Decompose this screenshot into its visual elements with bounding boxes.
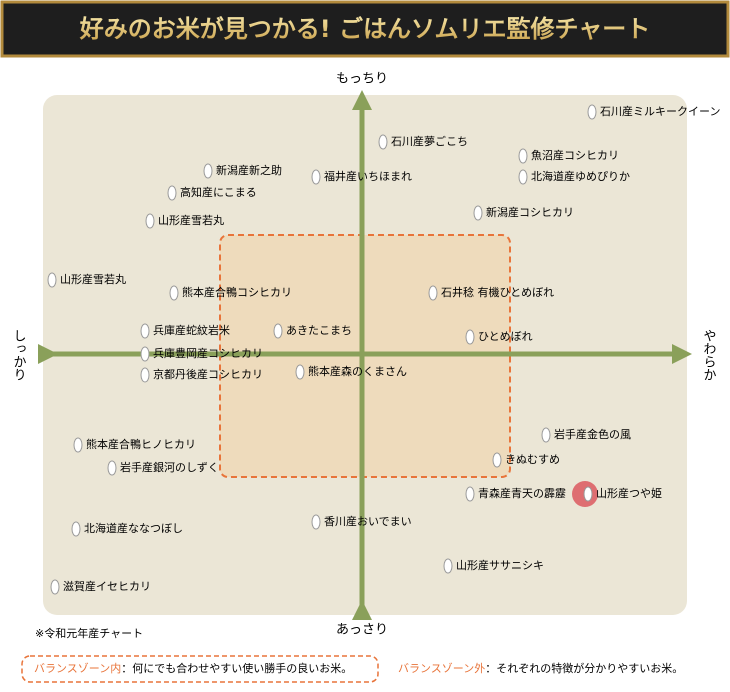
axis-label-bottom: あっさり bbox=[336, 623, 388, 638]
rice-grain bbox=[428, 285, 438, 301]
rice-grain bbox=[169, 285, 179, 301]
item-label: 高知産にこまる bbox=[180, 185, 257, 199]
title-bar bbox=[0, 0, 730, 58]
rice-grain bbox=[465, 329, 475, 345]
rice-grain bbox=[203, 163, 213, 179]
rice-grain bbox=[167, 185, 177, 201]
rice-grain bbox=[492, 452, 502, 468]
rice-grain bbox=[273, 323, 283, 339]
rice-grain bbox=[518, 148, 528, 164]
item-label: 新潟産コシヒカリ bbox=[486, 205, 574, 219]
item-label: 山形産ササニシキ bbox=[456, 559, 544, 572]
rice-grain bbox=[311, 169, 321, 185]
rice-grain bbox=[443, 558, 453, 574]
rice-grain bbox=[47, 272, 57, 288]
rice-grain bbox=[465, 486, 475, 502]
rice-grain bbox=[140, 367, 150, 383]
axis-label-left: しっかり bbox=[11, 329, 26, 381]
item-label: 石川産ミルキークイーン bbox=[600, 105, 720, 118]
rice-grain bbox=[73, 437, 83, 453]
axis-label-top: もっちり bbox=[336, 72, 388, 87]
note: ※令和元年産チャート bbox=[35, 626, 143, 640]
item-label: 山形産つや姫 bbox=[596, 486, 662, 500]
title: 好みのお米が見つかる! ごはんソムリエ監修チャート bbox=[79, 15, 651, 43]
rice-grain bbox=[518, 169, 528, 185]
legend-inside: バランスゾーン内：何にでも合わせやすい使い勝手の良いお米。 bbox=[34, 661, 352, 675]
rice-grain bbox=[583, 486, 593, 502]
legend-inside-text: ：何にでも合わせやすい使い勝手の良いお米。 bbox=[121, 661, 352, 675]
axis-label-right: やわらか bbox=[701, 329, 717, 381]
item-label: 香川産おいでまい bbox=[324, 515, 412, 528]
rice-grain bbox=[541, 427, 551, 443]
rice-grain bbox=[587, 104, 597, 120]
legend-outside-text: ：それぞれの特徴が分かりやすいお米。 bbox=[485, 661, 683, 675]
rice-grain bbox=[50, 579, 60, 595]
item-label: あきたこまち bbox=[286, 324, 352, 337]
item-label: 魚沼産コシヒカリ bbox=[531, 148, 619, 162]
rice-grain bbox=[140, 346, 150, 362]
rice-grain bbox=[473, 205, 483, 221]
rice-grain bbox=[295, 364, 305, 380]
legend-inside-name: バランスゾーン内 bbox=[34, 661, 121, 675]
item-label: 山形産雪若丸 bbox=[158, 214, 224, 227]
rice-grain bbox=[107, 460, 117, 476]
item-label: 熊本産森のくまさん bbox=[308, 364, 407, 378]
item-label: ひとめぼれ bbox=[478, 330, 533, 343]
item-label: 山形産雪若丸 bbox=[60, 273, 126, 286]
item-label: 石川産夢ごこち bbox=[391, 134, 468, 148]
legend-outside-name: バランスゾーン外 bbox=[398, 662, 485, 675]
rice-grain bbox=[378, 134, 388, 150]
item-label: 北海道産ななつぼし bbox=[84, 521, 183, 535]
item-label: 福井産いちほまれ bbox=[324, 169, 412, 183]
legend-outside: バランスゾーン外：それぞれの特徴が分かりやすいお米。 bbox=[398, 661, 683, 675]
rice-grain bbox=[145, 213, 155, 229]
item-label: 新潟産新之助 bbox=[216, 163, 282, 177]
item-label: 滋賀産イセヒカリ bbox=[63, 580, 151, 593]
item-label: 北海道産ゆめぴりか bbox=[531, 169, 630, 183]
rice-grain bbox=[71, 521, 81, 537]
item-label: 岩手産銀河のしずく bbox=[120, 460, 219, 474]
item-label: 熊本産合鴨ヒノヒカリ bbox=[86, 437, 196, 451]
item-label: 青森産青天の霹靂 bbox=[478, 486, 566, 500]
item-label: 京都丹後産コシヒカリ bbox=[153, 367, 263, 381]
legend-inside-box bbox=[21, 655, 379, 683]
item-label: 兵庫豊岡産コシヒカリ bbox=[153, 346, 263, 360]
item-label: 兵庫産蛇紋岩米 bbox=[153, 323, 230, 337]
item-label: 岩手産金色の風 bbox=[554, 427, 631, 441]
rice-grain bbox=[311, 514, 321, 530]
item-label: きぬむすめ bbox=[505, 453, 560, 466]
rice-grain bbox=[140, 323, 150, 339]
item-label: 熊本産合鴨コシヒカリ bbox=[182, 285, 292, 299]
item-label: 石井稔 有機ひとめぼれ bbox=[441, 285, 554, 299]
